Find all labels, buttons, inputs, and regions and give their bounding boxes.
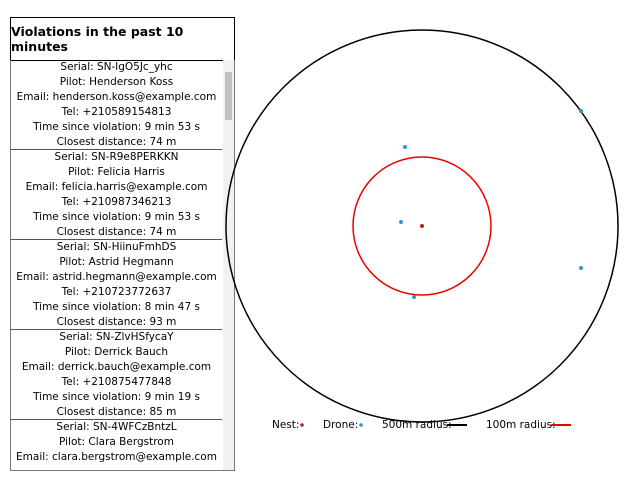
violation-distance: Closest distance: 85 m xyxy=(56,406,177,418)
violation-email: Email: henderson.koss@example.com xyxy=(16,91,217,103)
violation-distance: Closest distance: 74 m xyxy=(56,226,177,238)
violation-email: Email: felicia.harris@example.com xyxy=(25,181,208,193)
drone-dot xyxy=(399,220,403,224)
radius-100-circle xyxy=(352,156,492,296)
violation-tel: Tel: +210987346213 xyxy=(61,196,172,208)
violation-item: Serial: SN-ZlvHSfycaY Pilot: Derrick Bauc… xyxy=(11,330,222,420)
violation-time: Time since violation: 9 min 53 s xyxy=(33,121,200,133)
legend-100: 100m radius: xyxy=(486,419,556,431)
violation-time: Time since violation: 9 min 19 s xyxy=(33,391,200,403)
legend-drone: Drone: xyxy=(323,419,358,431)
violation-pilot: Pilot: Derrick Bauch xyxy=(64,346,169,358)
violation-serial: Serial: SN-ZlvHSfycaY xyxy=(59,331,174,343)
violation-item: Serial: SN-4WFCzBntzL Pilot: Clara Bergst… xyxy=(11,420,222,470)
legend-drone-dot xyxy=(359,423,363,427)
violation-time: Time since violation: 9 min 53 s xyxy=(33,211,200,223)
violation-serial: Serial: SN-lgO5Jc_yhc xyxy=(60,61,173,73)
legend-nest-dot xyxy=(300,423,304,427)
violation-serial: Serial: SN-4WFCzBntzL xyxy=(56,421,177,433)
panel-title: Violations in the past 10 minutes xyxy=(10,17,235,61)
radius-500-circle xyxy=(225,29,619,423)
scrollbar[interactable] xyxy=(223,60,234,470)
violation-pilot: Pilot: Astrid Hegmann xyxy=(59,256,174,268)
violation-pilot: Pilot: Felicia Harris xyxy=(68,166,165,178)
violation-item: Serial: SN-HiinuFmhDS Pilot: Astrid Hegma… xyxy=(11,240,222,330)
violation-email: Email: derrick.bauch@example.com xyxy=(21,361,212,373)
drone-dot xyxy=(412,295,416,299)
violation-item: Serial: SN-R9e8PERKKN Pilot: Felicia Harr… xyxy=(11,150,222,240)
nest-dot xyxy=(420,224,424,228)
legend-500: 500m radius: xyxy=(382,419,452,431)
violation-time: Time since violation: 8 min 47 s xyxy=(33,301,200,313)
scrollbar-thumb[interactable] xyxy=(225,72,232,120)
violation-tel: Tel: +210589154813 xyxy=(61,106,172,118)
violation-tel: Tel: +210875477848 xyxy=(61,376,172,388)
violation-pilot: Pilot: Henderson Koss xyxy=(59,76,174,88)
violation-distance: Closest distance: 93 m xyxy=(56,316,177,328)
violation-list[interactable]: Serial: SN-lgO5Jc_yhc Pilot: Henderson Ko… xyxy=(10,60,235,471)
violation-item: Serial: SN-lgO5Jc_yhc Pilot: Henderson Ko… xyxy=(11,60,222,150)
violation-serial: Serial: SN-R9e8PERKKN xyxy=(54,151,179,163)
drone-dot xyxy=(403,145,407,149)
legend-nest: Nest: xyxy=(272,419,299,431)
violation-distance: Closest distance: 74 m xyxy=(56,136,177,148)
violation-serial: Serial: SN-HiinuFmhDS xyxy=(56,241,177,253)
violation-email: Email: clara.bergstrom@example.com xyxy=(16,451,217,463)
violation-email: Email: astrid.hegmann@example.com xyxy=(16,271,217,283)
drone-dot xyxy=(579,266,583,270)
violation-items: Serial: SN-lgO5Jc_yhc Pilot: Henderson Ko… xyxy=(11,60,222,470)
drone-dot xyxy=(579,109,583,113)
violation-tel: Tel: +210723772637 xyxy=(61,286,172,298)
violation-pilot: Pilot: Clara Bergstrom xyxy=(59,436,174,448)
